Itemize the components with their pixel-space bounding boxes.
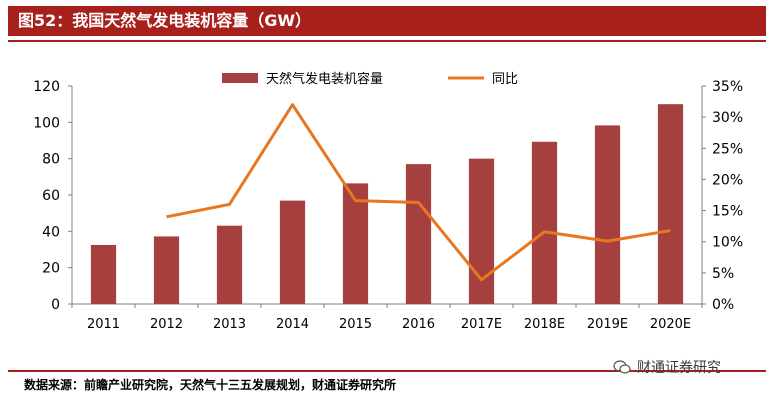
y-right-tick-label: 15% xyxy=(712,204,743,220)
bar xyxy=(342,183,369,304)
x-tick-label: 2019E xyxy=(587,317,628,332)
legend-swatch-bar xyxy=(222,73,258,83)
bar xyxy=(90,244,117,304)
x-tick-label: 2018E xyxy=(524,317,565,332)
y-right-tick-label: 35% xyxy=(712,79,743,95)
bar-series xyxy=(90,104,684,305)
bar xyxy=(657,104,684,305)
bar xyxy=(216,225,243,304)
chart-axes: 0 20 40 60 80 100 120 0% 5% 10% 15% 20% 25% 30% 35% 201… xyxy=(33,79,743,332)
y-right-tick-label: 10% xyxy=(712,235,743,251)
x-tick-label: 2017E xyxy=(461,317,502,332)
legend: 天然气发电装机容量 同比 xyxy=(222,71,518,87)
y-right-tick-label: 30% xyxy=(712,110,743,126)
legend-label-bar: 天然气发电装机容量 xyxy=(266,71,383,87)
y-right-tick-label: 20% xyxy=(712,172,743,188)
bar xyxy=(594,125,621,305)
bar xyxy=(279,200,306,304)
footer-divider xyxy=(8,370,766,372)
y-left-tick-label: 100 xyxy=(33,115,60,131)
wechat-icon xyxy=(613,360,631,374)
x-tick-label: 2020E xyxy=(650,317,691,332)
line-series xyxy=(166,103,671,282)
legend-label-line: 同比 xyxy=(492,72,518,87)
x-tick-label: 2016 xyxy=(402,317,435,332)
y-left-tick-label: 0 xyxy=(51,297,60,313)
x-tick-label: 2013 xyxy=(213,317,246,332)
chart: 0 20 40 60 80 100 120 0% 5% 10% 15% 20% 25% 30% 35% 201… xyxy=(33,71,743,332)
y-right-tick-label: 0% xyxy=(712,297,734,313)
watermark-text: 财通证券研究 xyxy=(637,360,721,376)
title-underline xyxy=(8,40,766,42)
y-right-tick-label: 5% xyxy=(712,266,734,282)
x-tick-label: 2011 xyxy=(87,317,120,332)
watermark: 财通证券研究 xyxy=(613,356,721,378)
y-left-tick-label: 80 xyxy=(42,152,60,168)
x-tick-label: 2015 xyxy=(339,317,372,332)
chart-title: 图52：我国天然气发电装机容量（GW） xyxy=(8,6,766,36)
y-left-tick-label: 60 xyxy=(42,188,60,204)
bar xyxy=(468,158,495,304)
x-tick-label: 2012 xyxy=(150,317,183,332)
bar xyxy=(153,236,180,304)
y-left-tick-label: 40 xyxy=(42,224,60,240)
bar xyxy=(531,141,558,304)
y-left-tick-label: 20 xyxy=(42,261,60,277)
source-note: 数据来源：前瞻产业研究院，天然气十三五发展规划，财通证券研究所 xyxy=(24,378,397,392)
y-right-tick-label: 25% xyxy=(712,141,743,157)
y-left-tick-label: 120 xyxy=(33,79,60,95)
x-tick-label: 2014 xyxy=(276,317,309,332)
bar xyxy=(405,164,432,304)
